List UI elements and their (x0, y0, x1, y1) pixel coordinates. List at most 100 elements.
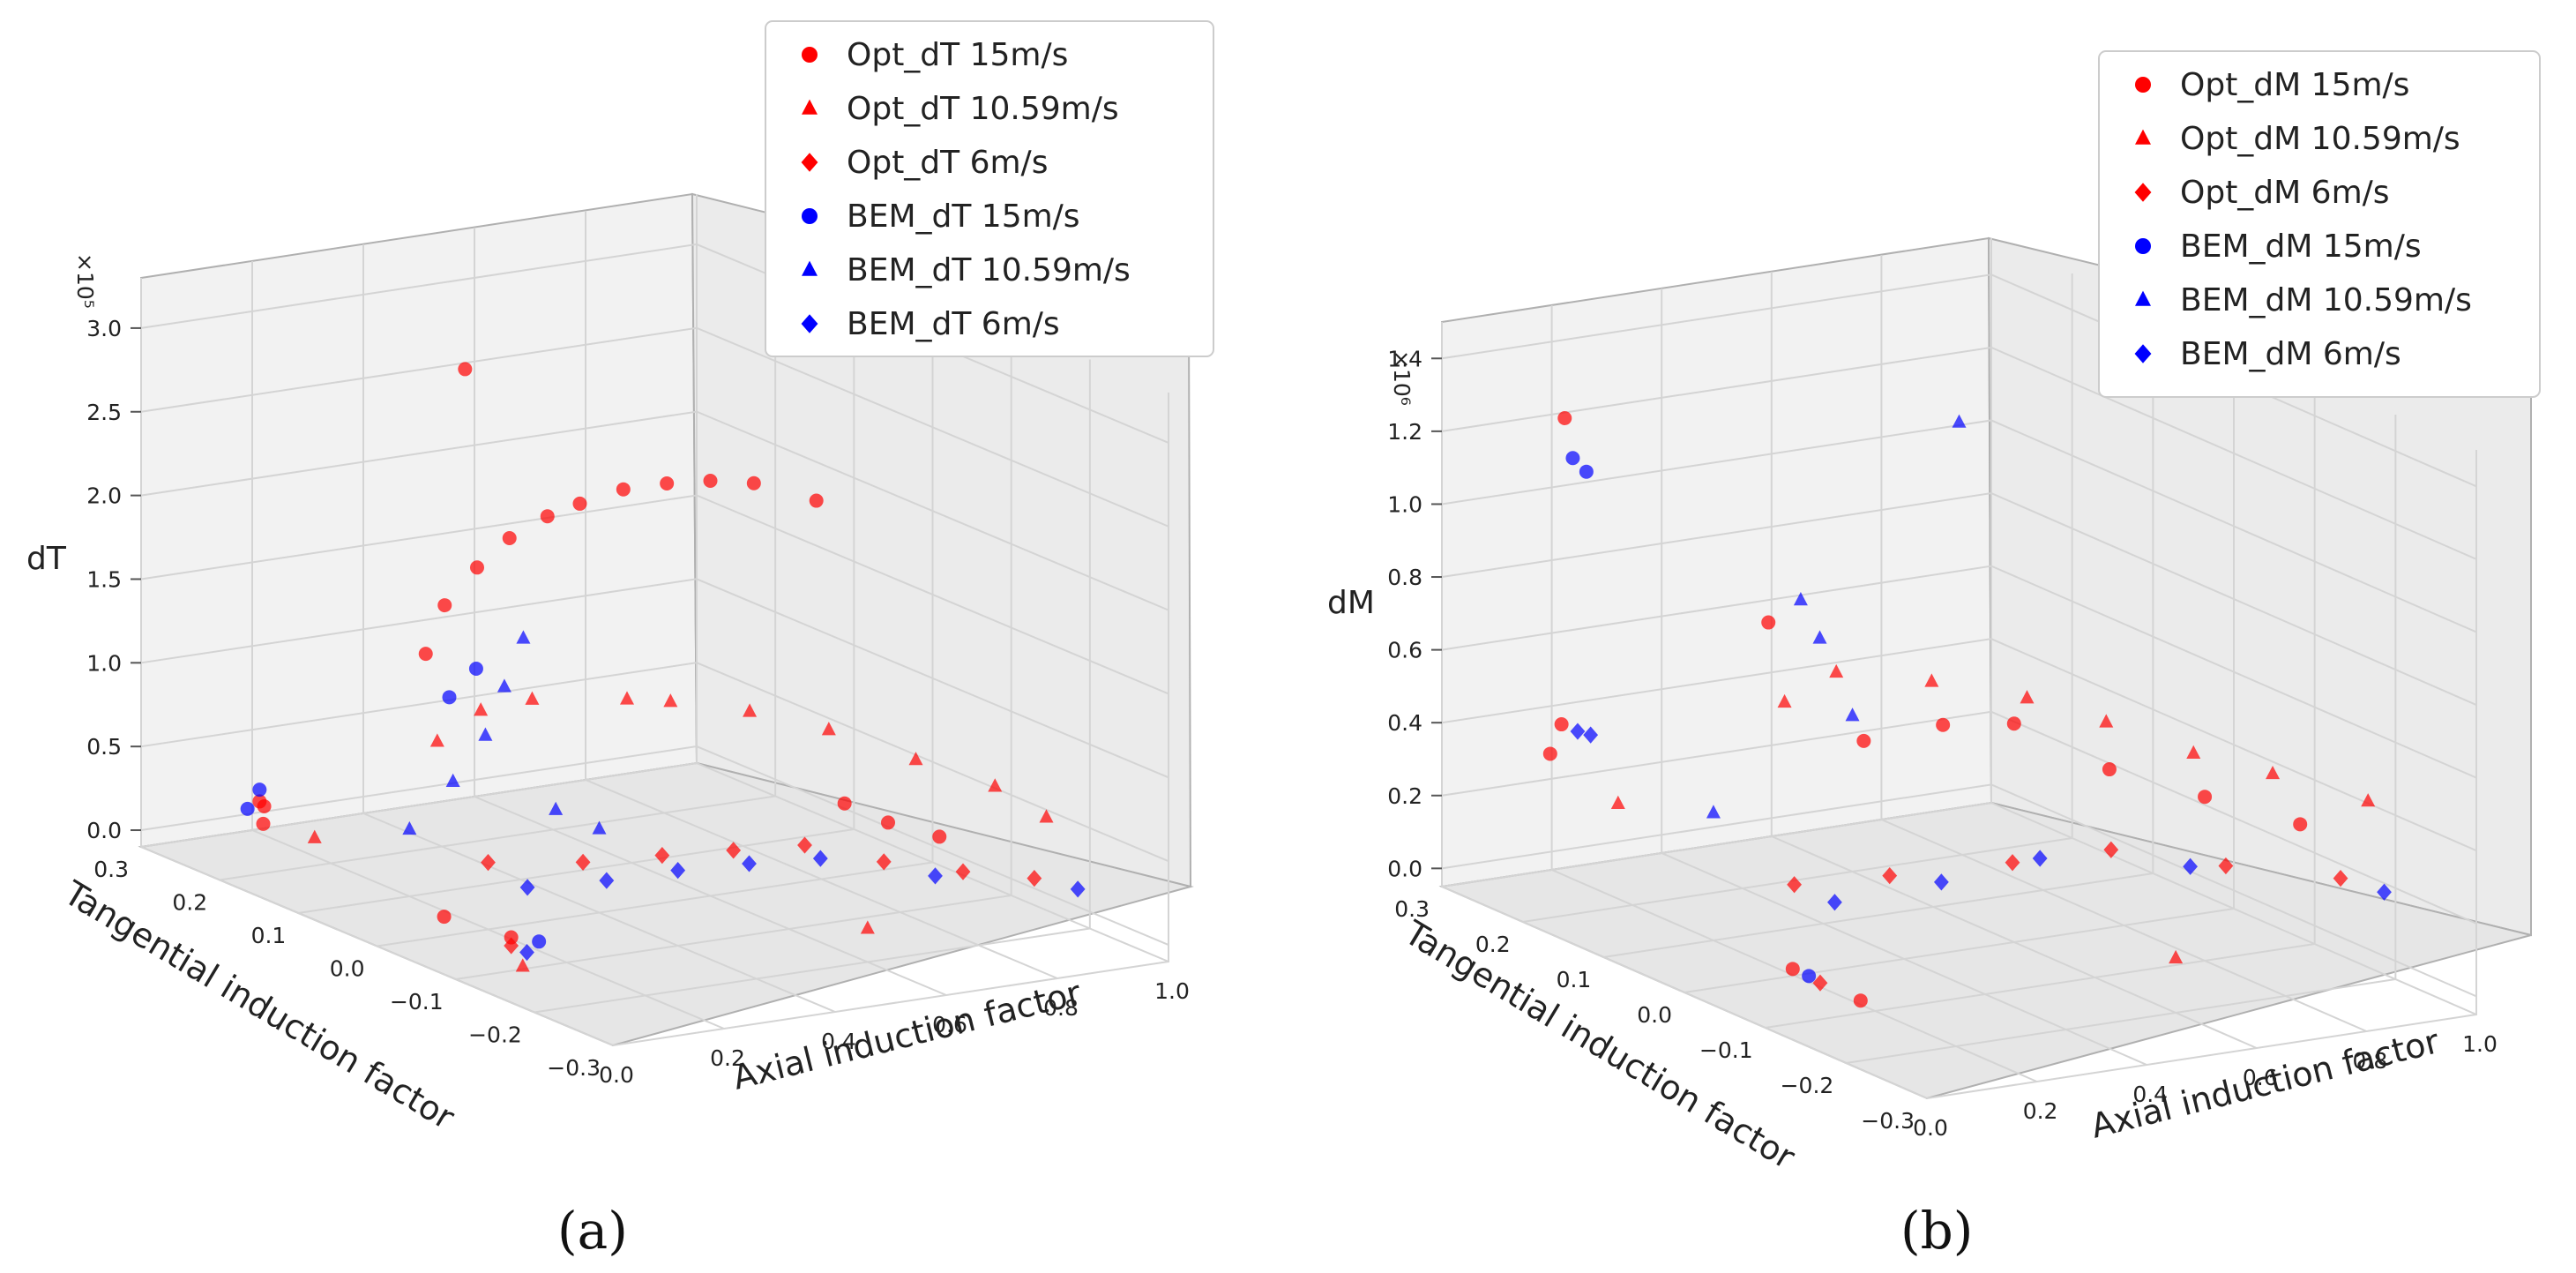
data-point (1579, 464, 1594, 479)
y-tick-label: 0.0 (330, 956, 365, 982)
x-tick-label: 0.6 (932, 1012, 967, 1037)
legend-label: Opt_dT 10.59m/s (847, 91, 1119, 127)
data-point (1827, 894, 1842, 911)
z-tick-label: 2.0 (86, 483, 122, 509)
grid-line (455, 326, 1012, 980)
z-tick-label: 0.0 (1387, 856, 1422, 881)
y-tick-label: 0.2 (172, 890, 207, 916)
grid-line (1441, 238, 1992, 887)
panel-a-z-exponent: ×10⁵ (72, 253, 98, 309)
data-point (418, 647, 433, 662)
data-point (458, 362, 473, 377)
data-point (402, 820, 417, 835)
data-point (616, 482, 631, 497)
data-point (809, 493, 824, 508)
grid-line (220, 227, 777, 881)
data-point (516, 630, 531, 644)
data-point (515, 958, 530, 972)
data-point (908, 752, 923, 766)
data-point (592, 820, 607, 835)
data-point (746, 476, 761, 490)
panel-a-chart: 0.0 0.5 1.0 1.5 2.0 2.5 3.0 −0.3 −0.2 −0.1 0.0 0.1 0… (26, 20, 1214, 1261)
legend-marker (2135, 77, 2151, 93)
data-point (1936, 717, 1951, 732)
z-tick-label: 1.0 (86, 650, 122, 676)
grid-line (1522, 273, 2073, 923)
legend-label: BEM_dT 15m/s (847, 198, 1080, 235)
legend-label: BEM_dM 10.59m/s (2180, 282, 2472, 318)
grid-line (1603, 309, 2154, 958)
data-point (1952, 414, 1967, 428)
data-point (1802, 969, 1817, 984)
legend-label: Opt_dT 6m/s (847, 145, 1048, 181)
data-point (2377, 883, 2392, 901)
legend-label: BEM_dM 6m/s (2180, 336, 2401, 372)
panel-a-z-axis-label: dT (26, 541, 67, 577)
data-point (240, 801, 255, 816)
legend-marker (802, 260, 818, 276)
legend-marker (2135, 238, 2151, 254)
z-tick-label: 0.4 (1387, 710, 1422, 736)
y-tick-label: 0.1 (1557, 967, 1592, 992)
data-point (881, 815, 895, 830)
data-point (812, 850, 828, 867)
z-tick-label: 1.5 (86, 566, 122, 592)
panel-b-legend-box (2098, 50, 2541, 398)
legend-marker (802, 208, 818, 224)
data-point (1787, 876, 1802, 894)
panel-a-legend-box (765, 20, 1214, 357)
data-point (876, 853, 892, 871)
legend-label: Opt_dM 15m/s (2180, 67, 2409, 103)
panel-a-axes-box (138, 192, 1194, 1047)
y-tick-label: −0.3 (1861, 1108, 1915, 1134)
data-point (429, 733, 444, 747)
data-point (743, 703, 758, 717)
data-point (2005, 854, 2020, 872)
z-tick-label: 3.0 (86, 316, 122, 341)
data-point (988, 778, 1003, 792)
data-point (654, 847, 670, 865)
legend-label: Opt_dM 6m/s (2180, 175, 2390, 211)
data-point (442, 690, 457, 705)
x-tick-label: 0.8 (2353, 1048, 2388, 1074)
grid-line (1765, 379, 2316, 1029)
legend-marker (802, 99, 818, 115)
y-tick-label: 0.3 (1394, 896, 1430, 922)
data-point (575, 853, 591, 871)
data-point (549, 801, 564, 815)
data-point (837, 796, 852, 811)
y-tick-label: −0.1 (1699, 1037, 1753, 1063)
grid-line (1846, 415, 2397, 1064)
data-point (1777, 693, 1792, 708)
z-tick-label: 0.5 (86, 734, 122, 760)
data-point (532, 934, 547, 949)
grid-line (377, 293, 934, 947)
legend-label: BEM_dM 15m/s (2180, 228, 2422, 265)
legend-marker (2134, 183, 2152, 202)
data-point (1557, 410, 1572, 425)
legend-label: Opt_dT 15m/s (847, 37, 1068, 73)
data-point (1845, 708, 1860, 722)
panel-b-axes-box (1438, 236, 2532, 1100)
x-tick-label: 0.6 (2243, 1065, 2278, 1090)
data-point (821, 722, 836, 736)
data-point (928, 867, 943, 885)
data-point (1070, 880, 1086, 898)
z-tick-label: 0.6 (1387, 638, 1422, 663)
x-tick-label: 0.2 (2023, 1098, 2058, 1124)
data-point (1853, 993, 1868, 1008)
grid-line (298, 260, 855, 914)
x-tick-label: 1.0 (2462, 1031, 2498, 1057)
x-tick-label: 0.8 (1043, 995, 1079, 1021)
legend-label: Opt_dM 10.59m/s (2180, 121, 2460, 157)
data-point (1542, 746, 1557, 761)
x-tick-label: 0.0 (599, 1062, 634, 1088)
data-point (620, 691, 634, 705)
panel-a-legend: Opt_dT 15m/s Opt_dT 10.59m/s Opt_dT 6m/s BE… (765, 20, 1214, 357)
data-point (1039, 809, 1054, 823)
data-point (1706, 805, 1721, 819)
data-point (2361, 793, 2376, 807)
data-point (1027, 870, 1042, 887)
data-point (1761, 615, 1776, 630)
